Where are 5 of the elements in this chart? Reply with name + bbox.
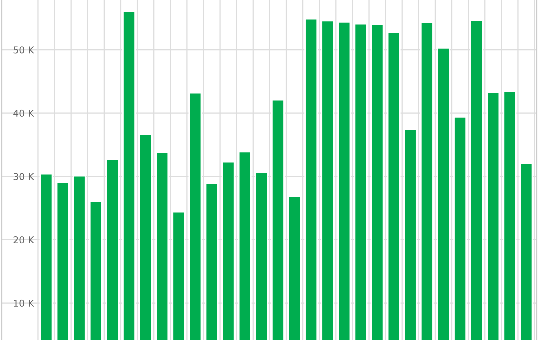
y-tick-label: 20 K: [14, 236, 35, 244]
y-tick-label: 50 K: [14, 46, 35, 54]
y-tick-label: 40 K: [14, 110, 35, 118]
y-tick-label: 10 K: [14, 300, 35, 307]
y-tick-label: 30 K: [14, 173, 35, 180]
